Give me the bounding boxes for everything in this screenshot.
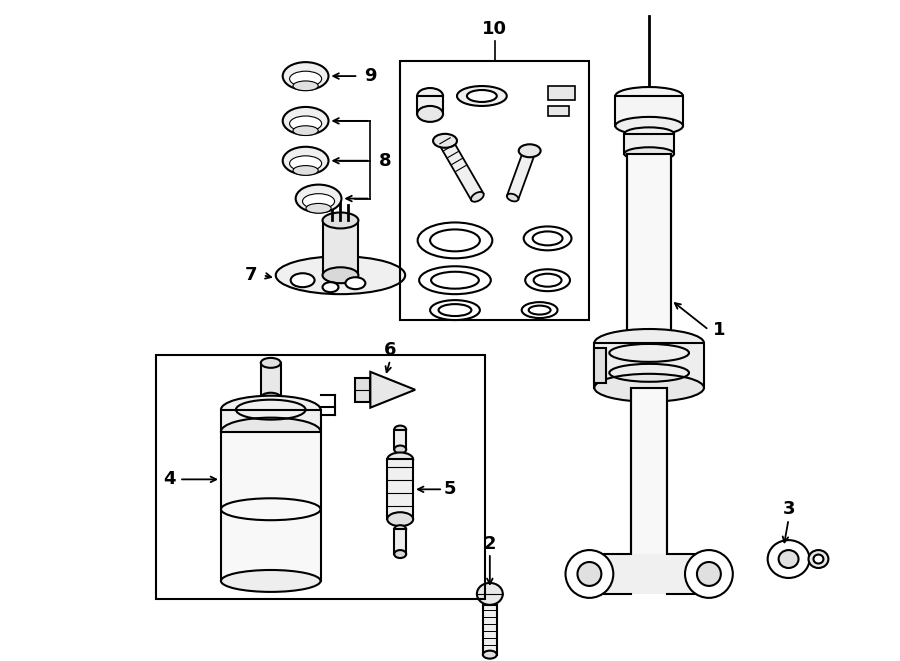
Ellipse shape [814,555,824,564]
Ellipse shape [261,393,281,403]
Ellipse shape [394,446,406,453]
Bar [594,343,704,388]
Ellipse shape [533,231,562,245]
Ellipse shape [417,106,443,122]
Ellipse shape [565,550,613,598]
Ellipse shape [594,329,704,357]
Ellipse shape [418,223,492,258]
Bar [261,363,281,398]
Ellipse shape [221,396,320,424]
Ellipse shape [483,650,497,658]
Bar [417,96,443,114]
Ellipse shape [685,550,733,598]
Bar [483,605,497,654]
Ellipse shape [433,134,457,148]
Bar [631,388,667,562]
Ellipse shape [293,81,319,91]
Ellipse shape [302,194,335,209]
Polygon shape [370,372,415,408]
Bar [356,378,370,402]
Bar [221,410,320,432]
Ellipse shape [322,282,338,292]
Ellipse shape [296,184,341,212]
Bar [590,554,709,594]
Ellipse shape [394,525,406,533]
Ellipse shape [417,88,443,104]
Ellipse shape [283,62,328,90]
Ellipse shape [293,126,319,136]
Ellipse shape [524,227,572,251]
Ellipse shape [291,273,315,287]
Bar [439,137,483,200]
Ellipse shape [261,358,281,368]
Text: 4: 4 [163,471,176,488]
Ellipse shape [430,300,480,320]
Ellipse shape [477,583,503,605]
Bar [547,86,575,100]
Ellipse shape [768,540,809,578]
Ellipse shape [275,256,405,294]
Ellipse shape [346,277,365,289]
Bar [507,149,536,200]
Text: 5: 5 [444,481,456,498]
Bar [322,221,358,275]
Bar [221,432,320,581]
Ellipse shape [471,192,483,202]
Bar [400,61,590,320]
Ellipse shape [808,550,828,568]
Bar [616,96,683,126]
Ellipse shape [221,418,320,446]
Ellipse shape [616,117,683,135]
Ellipse shape [467,90,497,102]
Text: 9: 9 [364,67,376,85]
Bar [394,529,406,554]
Ellipse shape [625,147,674,160]
Ellipse shape [322,212,358,229]
Ellipse shape [221,570,320,592]
Ellipse shape [293,166,319,175]
Ellipse shape [419,266,491,294]
Ellipse shape [457,86,507,106]
Text: 3: 3 [782,500,795,518]
Ellipse shape [290,156,321,171]
Ellipse shape [594,374,704,402]
Ellipse shape [431,272,479,289]
Bar [625,134,674,154]
Ellipse shape [322,267,358,283]
Ellipse shape [290,116,321,132]
Bar [547,106,570,116]
Ellipse shape [387,453,413,467]
Ellipse shape [394,550,406,558]
Text: 2: 2 [483,535,496,553]
Ellipse shape [697,562,721,586]
Ellipse shape [290,71,321,87]
Bar [394,430,406,449]
Bar [627,154,671,343]
Ellipse shape [438,304,472,316]
Bar [387,459,413,519]
Text: 6: 6 [384,341,397,359]
Ellipse shape [507,194,518,202]
Ellipse shape [578,562,601,586]
Text: 8: 8 [379,152,392,170]
Ellipse shape [526,269,570,291]
Ellipse shape [430,229,480,251]
Ellipse shape [394,426,406,434]
Ellipse shape [306,204,331,214]
Bar [594,348,607,383]
Ellipse shape [528,305,551,315]
Ellipse shape [283,107,328,135]
Text: 7: 7 [245,266,257,284]
Ellipse shape [283,147,328,175]
Text: 1: 1 [713,321,725,339]
Ellipse shape [387,512,413,526]
Ellipse shape [778,550,798,568]
Ellipse shape [518,144,541,157]
Ellipse shape [534,274,562,287]
Text: 10: 10 [482,20,508,38]
Ellipse shape [522,302,557,318]
Ellipse shape [616,87,683,105]
Bar [157,355,485,599]
Ellipse shape [625,128,674,140]
